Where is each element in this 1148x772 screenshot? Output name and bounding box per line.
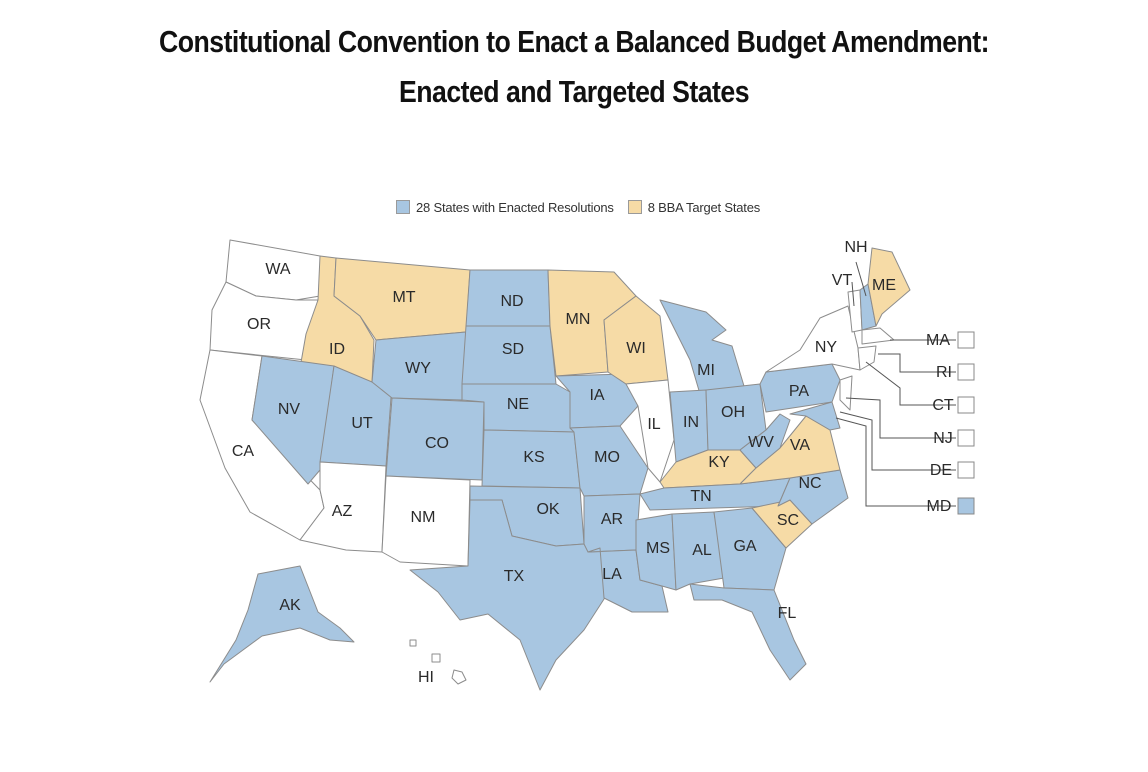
state-label-fl: FL [778, 605, 797, 622]
state-wv [739, 413, 791, 469]
state-label-ms: MS [646, 540, 670, 557]
state-label-nc: NC [798, 475, 821, 492]
state-label-nv: NV [278, 401, 301, 418]
map-title-line-1: Constitutional Convention to Enact a Bal… [158, 24, 990, 59]
state-ut [319, 365, 393, 467]
state-label-tn: TN [690, 488, 711, 505]
callout-swatch-ma [957, 331, 975, 349]
leader-de [839, 411, 956, 471]
state-md [789, 401, 841, 431]
callout-swatch-nj [957, 429, 975, 447]
state-label-sd: SD [502, 341, 524, 358]
state-label-ia: IA [589, 387, 604, 404]
state-label-pa: PA [789, 383, 809, 400]
leader-vt [851, 281, 855, 307]
leader-ri [878, 353, 956, 373]
state-mi [659, 299, 745, 395]
state-tx [409, 499, 607, 691]
callout-label-de: DE [930, 462, 952, 479]
state-wy [371, 331, 467, 401]
state-label-wy: WY [405, 360, 431, 377]
legend-item-enacted: 28 States with Enacted Resolutions [396, 200, 614, 215]
state-label-ks: KS [523, 449, 544, 466]
state-label-nh: NH [844, 239, 867, 256]
legend-label-enacted: 28 States with Enacted Resolutions [416, 199, 614, 215]
state-label-vt: VT [832, 272, 853, 289]
state-label-mt: MT [392, 289, 415, 306]
state-label-sc: SC [777, 512, 799, 529]
callout-swatch-ct [957, 396, 975, 414]
state-label-nd: ND [500, 293, 523, 310]
state-nj [839, 375, 853, 411]
state-hi [451, 669, 467, 685]
state-label-id: ID [329, 341, 345, 358]
hawaii-island [431, 653, 441, 663]
state-label-in: IN [683, 414, 699, 431]
map-title-line-2: Enacted and Targeted States [398, 74, 750, 109]
legend-swatch-target [627, 200, 642, 214]
state-nm [381, 475, 471, 567]
leader-nj [845, 397, 956, 439]
callout-swatch-md [957, 497, 975, 515]
state-label-ar: AR [601, 511, 623, 528]
legend-label-target: 8 BBA Target States [647, 199, 761, 215]
state-label-ca: CA [232, 443, 255, 460]
callout-label-ct: CT [932, 397, 954, 414]
state-label-ny: NY [815, 339, 838, 356]
state-label-il: IL [647, 416, 660, 433]
state-fl [689, 583, 807, 681]
state-label-az: AZ [332, 503, 353, 520]
callout-label-ri: RI [936, 364, 952, 381]
state-labels: WA OR CA ID MT NV UT WY AZ CO NM ND SD N… [232, 239, 896, 686]
state-label-wa: WA [265, 261, 291, 278]
legend-swatch-enacted [396, 200, 410, 214]
state-label-tx: TX [504, 568, 525, 585]
state-label-wi: WI [626, 340, 646, 357]
state-ga [713, 507, 787, 591]
state-label-me: ME [872, 277, 896, 294]
state-label-mi: MI [697, 362, 715, 379]
state-label-hi: HI [418, 669, 434, 686]
state-label-ky: KY [708, 454, 730, 471]
state-label-wv: WV [748, 434, 774, 451]
state-al [671, 511, 725, 591]
state-ak [209, 565, 355, 683]
legend-item-target: 8 BBA Target States [627, 199, 761, 215]
state-label-nm: NM [411, 509, 436, 526]
state-shapes [199, 239, 911, 691]
leader-md [835, 417, 956, 507]
callout-label-ma: MA [926, 332, 950, 349]
state-label-or: OR [247, 316, 271, 333]
map-legend: 28 States with Enacted Resolutions 8 BBA… [396, 196, 760, 218]
state-label-co: CO [425, 435, 449, 452]
state-me [867, 247, 911, 327]
callout-swatch-ri [957, 363, 975, 381]
state-ct [857, 345, 877, 371]
state-label-ut: UT [351, 415, 373, 432]
callout-label-md: MD [927, 498, 952, 515]
state-label-la: LA [602, 566, 622, 583]
state-label-oh: OH [721, 404, 745, 421]
callout-labels: MA RI CT NJ DE MD [926, 332, 954, 515]
state-label-ak: AK [279, 597, 301, 614]
state-label-al: AL [692, 542, 712, 559]
callout-swatch-de [957, 461, 975, 479]
state-ny [765, 305, 861, 373]
leader-ct [865, 361, 956, 406]
state-label-va: VA [790, 437, 810, 454]
callout-label-nj: NJ [933, 430, 953, 447]
state-nv [251, 355, 335, 485]
state-label-mo: MO [594, 449, 620, 466]
hawaii-island [409, 639, 417, 647]
state-label-ok: OK [536, 501, 559, 518]
state-label-ne: NE [507, 396, 529, 413]
state-label-mn: MN [566, 311, 591, 328]
callout-swatches [957, 331, 975, 515]
leader-nh [855, 261, 867, 297]
state-ma [861, 327, 895, 345]
callout-leaders [835, 261, 956, 507]
state-label-ga: GA [733, 538, 756, 555]
